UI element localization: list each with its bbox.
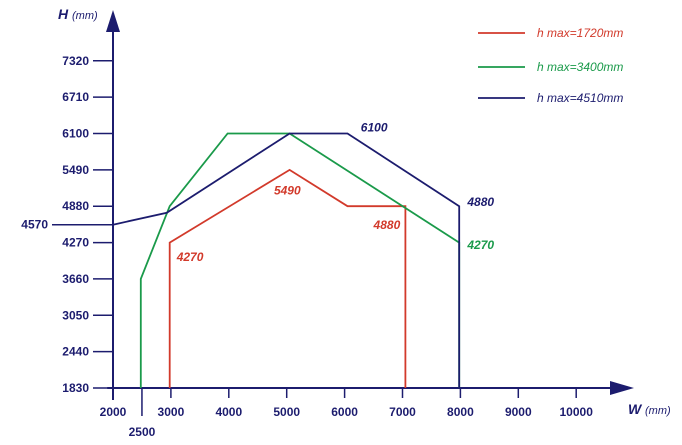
y-tick-label: 5490	[62, 163, 89, 177]
legend: h max=1720mm h max=3400mm h max=4510mm	[478, 26, 623, 105]
data-label: 4270	[466, 238, 494, 252]
y-axis-label: H	[58, 6, 69, 22]
y-extra-tick-label: 4570	[21, 218, 48, 232]
data-label: 4880	[373, 218, 401, 232]
x-tick-label: 4000	[215, 405, 242, 419]
legend-label: h max=1720mm	[537, 26, 623, 40]
y-tick-label: 1830	[62, 381, 89, 395]
y-tick-label: 6100	[62, 127, 89, 141]
x-axis-label: W	[628, 401, 643, 417]
legend-label: h max=4510mm	[537, 91, 623, 105]
data-label: 6100	[361, 121, 388, 135]
data-label: 4270	[176, 250, 204, 264]
x-tick-label: 3000	[158, 405, 185, 419]
axes	[106, 10, 634, 400]
y-axis-arrow-icon	[106, 10, 120, 32]
x-tick-label: 9000	[505, 405, 532, 419]
series-line-1	[168, 168, 407, 388]
x-tick-label: 5000	[273, 405, 300, 419]
x-tick-label: 8000	[447, 405, 474, 419]
data-labels: 4270 5490 4880 4270 6100 4880	[176, 121, 495, 264]
x-tick-label: 10000	[560, 405, 594, 419]
x-axis-unit: (mm)	[645, 405, 671, 417]
y-tick-label: 3050	[62, 308, 89, 322]
y-tick-label: 6710	[62, 90, 89, 104]
data-label: 5490	[274, 183, 301, 197]
x-tick-label: 2000	[100, 405, 127, 419]
y-axis-unit: (mm)	[72, 10, 98, 22]
x-axis-arrow-icon	[610, 381, 634, 395]
y-tick-label: 3660	[62, 272, 89, 286]
y-tick-label: 4880	[62, 199, 89, 213]
x-tick-label: 7000	[389, 405, 416, 419]
x-extra-tick-label: 2500	[129, 425, 156, 439]
data-label: 4880	[466, 195, 494, 209]
y-tick-label: 4270	[62, 236, 89, 250]
series-line-3	[112, 132, 461, 388]
series-group	[112, 132, 461, 388]
y-tick-label: 2440	[62, 345, 89, 359]
y-tick-label: 7320	[62, 54, 89, 68]
legend-label: h max=3400mm	[537, 60, 623, 74]
tick-labels: 1830 2440 3050 3660 4270 4880 5490 6100 6710 7320…	[21, 54, 593, 439]
x-tick-label: 6000	[331, 405, 358, 419]
